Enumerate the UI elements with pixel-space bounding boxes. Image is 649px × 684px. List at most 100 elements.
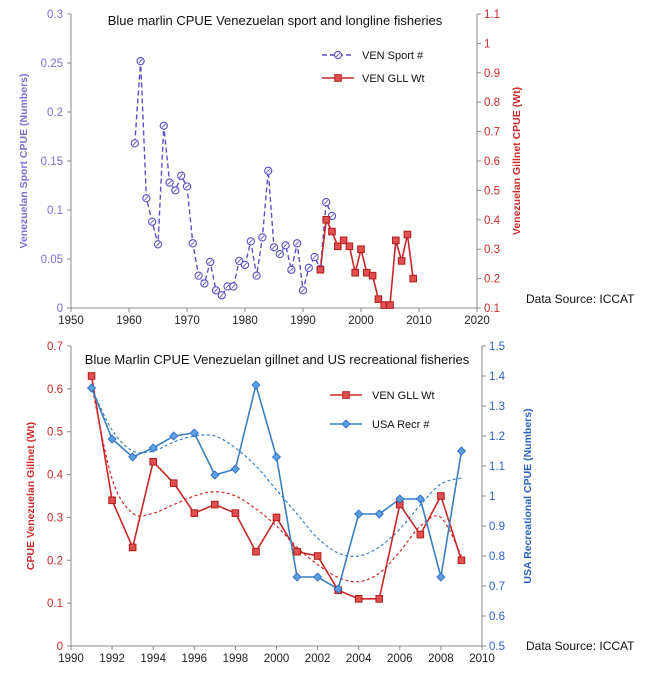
gll-point bbox=[409, 274, 417, 283]
sport-point-slash bbox=[202, 281, 207, 286]
gll-point bbox=[339, 236, 348, 245]
chart-bottom: 1990 1992 1994 1996 1998 2000 2002 2004 2006 2008… bbox=[25, 341, 635, 665]
usa-point bbox=[107, 434, 117, 444]
chart-title: Blue Marlin CPUE Venezuelan gillnet and … bbox=[85, 352, 470, 367]
sport-point-slash bbox=[266, 168, 271, 173]
gll-point bbox=[368, 271, 377, 280]
gll-point bbox=[169, 479, 178, 487]
trend-line bbox=[90, 384, 462, 583]
sport-point-slash bbox=[144, 196, 149, 201]
sport-point-slash bbox=[312, 254, 317, 260]
sport-point-slash bbox=[179, 173, 184, 178]
y-right-axis-title: Venezuelan Gillnet CPUE (Wt) bbox=[511, 87, 523, 235]
y-left-tick-label: 0.6 bbox=[47, 384, 63, 396]
sport-point-slash bbox=[277, 251, 282, 257]
sport-point-slash bbox=[219, 293, 224, 298]
x-tick-label: 1980 bbox=[232, 315, 258, 327]
usa-point bbox=[292, 572, 302, 582]
sport-point-slash bbox=[231, 284, 236, 289]
gll-point bbox=[386, 301, 394, 309]
y-right-tick-label: 0.7 bbox=[489, 581, 505, 593]
y-right-tick-label: 1.4 bbox=[489, 371, 506, 383]
sport-point-slash bbox=[335, 52, 341, 58]
x-tick-label: 1950 bbox=[58, 315, 84, 327]
y-left-tick-label: 0.1 bbox=[47, 205, 63, 217]
gll-point bbox=[87, 372, 96, 380]
y-right-tick-label: 1.3 bbox=[489, 401, 505, 413]
gll-point bbox=[416, 530, 425, 539]
x-tick-label: 1992 bbox=[99, 653, 125, 665]
y-left-tick-label: 0.2 bbox=[47, 555, 63, 567]
y-left-tick-label: 0.3 bbox=[47, 9, 63, 21]
sport-point-slash bbox=[155, 242, 161, 247]
x-tick-label: 1990 bbox=[290, 315, 316, 327]
gll-point bbox=[328, 227, 336, 236]
y-right-tick-label: 1 bbox=[489, 491, 495, 503]
y-right-tick-label: 1.2 bbox=[489, 431, 505, 443]
y-right-axis-title: USA Recreational CPUE (Numbers) bbox=[522, 408, 534, 583]
y-left-tick-label: 0.15 bbox=[41, 156, 63, 168]
trend-line bbox=[91, 387, 462, 557]
sport-point-slash bbox=[254, 273, 259, 278]
gll-point bbox=[334, 74, 342, 82]
gll-point bbox=[190, 509, 199, 517]
data-source-label: Data Source: ICCAT bbox=[526, 639, 635, 653]
sport-point-slash bbox=[196, 273, 201, 278]
gll-point bbox=[357, 245, 365, 253]
legend-label: VEN GLL Wt bbox=[372, 390, 435, 402]
gll-point bbox=[375, 595, 384, 603]
usa-point bbox=[189, 428, 199, 438]
usa-point bbox=[374, 509, 384, 519]
x-tick-label: 2020 bbox=[464, 315, 490, 327]
gll-point bbox=[108, 496, 116, 505]
gll-point bbox=[392, 236, 400, 245]
chart-title: Blue marlin CPUE Venezuelan sport and lo… bbox=[108, 13, 443, 28]
sport-point-slash bbox=[248, 239, 253, 244]
usa-point bbox=[436, 572, 446, 582]
y-right-tick-label: 0.4 bbox=[484, 215, 501, 227]
x-tick-label: 2010 bbox=[469, 653, 495, 665]
legend-label: VEN Sport # bbox=[362, 50, 424, 62]
sport-point-slash bbox=[324, 200, 329, 205]
gll-point bbox=[351, 268, 359, 277]
y-right-tick-label: 0.5 bbox=[484, 185, 500, 197]
y-right-tick-label: 0.5 bbox=[489, 641, 505, 653]
y-right-tick-label: 0.8 bbox=[484, 97, 500, 109]
usa-point bbox=[169, 431, 179, 441]
sport-point-slash bbox=[271, 245, 277, 250]
sport-point-slash bbox=[213, 288, 219, 293]
x-tick-label: 2000 bbox=[348, 315, 374, 327]
y-right-tick-label: 1.5 bbox=[489, 341, 505, 353]
gll-series-line bbox=[90, 375, 463, 600]
x-tick-label: 1970 bbox=[174, 315, 200, 327]
x-tick-label: 1990 bbox=[58, 653, 84, 665]
y-right-tick-label: 0.9 bbox=[484, 68, 500, 80]
x-tick-label: 2000 bbox=[264, 653, 290, 665]
y-left-tick-label: 0.1 bbox=[47, 598, 63, 610]
sport-point-slash bbox=[225, 284, 230, 289]
gll-point bbox=[211, 500, 219, 509]
usa-point bbox=[230, 464, 240, 474]
x-tick-label: 2004 bbox=[346, 653, 372, 665]
y-right-tick-label: 0.2 bbox=[484, 274, 500, 286]
gll-point bbox=[342, 391, 350, 399]
x-tick-label: 2002 bbox=[305, 653, 331, 665]
y-left-tick-label: 0.5 bbox=[47, 427, 63, 439]
gll-point bbox=[149, 457, 157, 466]
gll-point bbox=[322, 216, 330, 224]
x-tick-label: 1998 bbox=[223, 653, 249, 665]
y-right-tick-label: 0.1 bbox=[484, 303, 500, 315]
usa-point bbox=[271, 452, 282, 462]
sport-point-slash bbox=[295, 241, 300, 246]
usa-point bbox=[128, 452, 138, 462]
y-right-tick-label: 0.7 bbox=[484, 127, 500, 139]
gll-point bbox=[437, 492, 445, 500]
legend-label: VEN GLL Wt bbox=[362, 73, 425, 85]
gll-point bbox=[354, 595, 363, 603]
gll-point bbox=[316, 265, 325, 274]
sport-point-slash bbox=[184, 184, 190, 189]
x-tick-label: 2008 bbox=[428, 653, 454, 665]
y-left-tick-label: 0.7 bbox=[47, 341, 63, 353]
x-tick-label: 1994 bbox=[140, 653, 166, 665]
